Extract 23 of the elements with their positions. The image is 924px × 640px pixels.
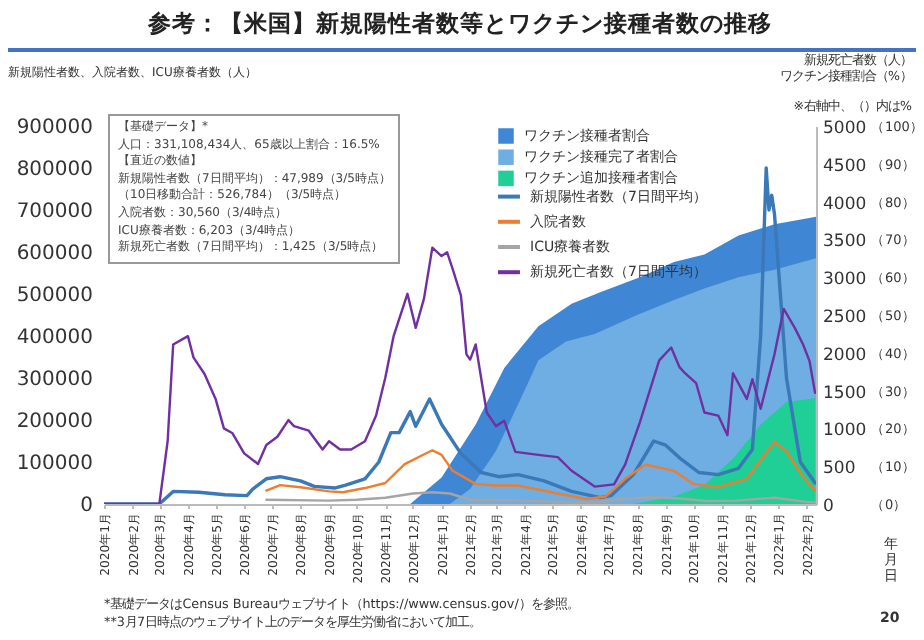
y2-tick-label: 2000: [823, 345, 867, 366]
y-tick-label: 100000: [16, 453, 93, 475]
y-tick-label: 300000: [16, 369, 93, 391]
y2-tick-label: 0: [823, 497, 834, 517]
y2-tick-label: 3500: [823, 232, 867, 253]
y2-tick-label: 5000: [823, 119, 867, 139]
y-tick-label: 800000: [16, 159, 93, 181]
y2-tick-label: 2500: [823, 308, 867, 328]
y2-tick-label: 500: [823, 459, 856, 480]
line-series: [265, 440, 816, 501]
y-tick-label: 600000: [16, 243, 93, 265]
y-tick-label: 700000: [16, 201, 93, 223]
y2-tick-label: 1000: [823, 421, 867, 442]
chart-title: 参考：【米国】新規陽性者数等とワクチン接種者数の推移: [146, 9, 772, 37]
y2-tick-label: 4500: [823, 156, 867, 177]
y-tick-label: 500000: [16, 285, 93, 307]
y2-tick-label: 3000: [823, 270, 867, 291]
y-tick-label: 400000: [16, 327, 93, 349]
y-tick-label: 200000: [16, 411, 93, 433]
y2-tick-label: 1500: [823, 383, 867, 404]
y2-tick-label: 4000: [823, 194, 867, 215]
y-tick-label: 900000: [16, 117, 93, 139]
y-tick-label: 0: [80, 495, 93, 517]
